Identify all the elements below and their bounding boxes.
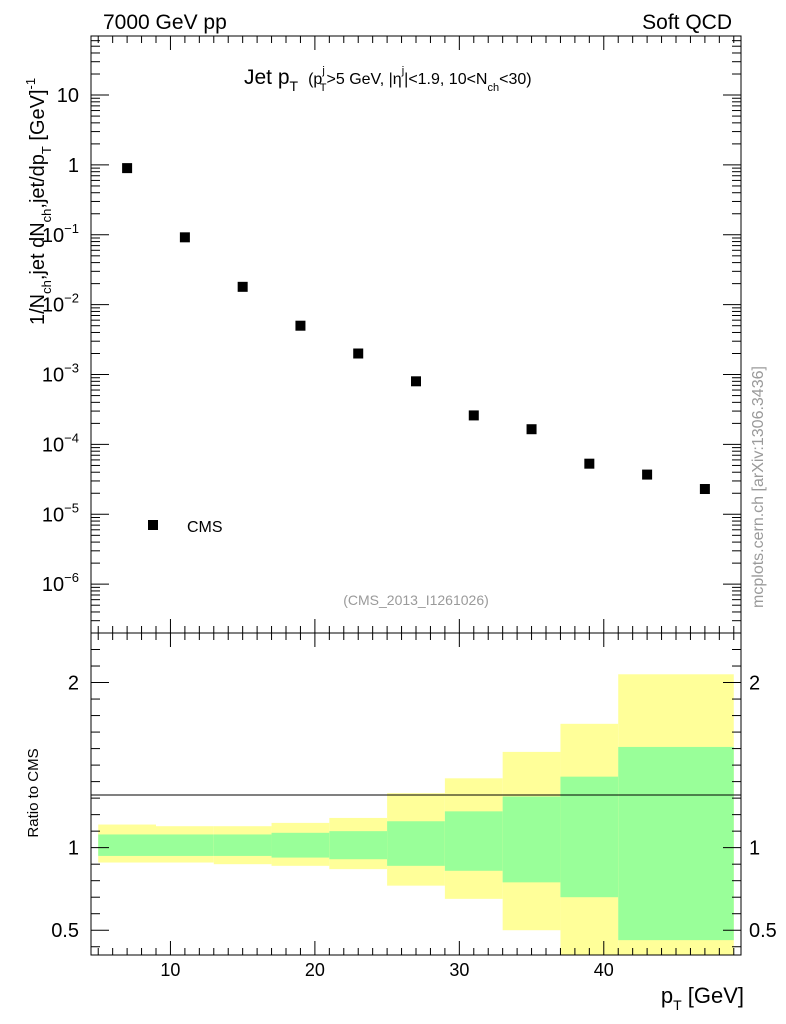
main-plot-frame (90, 35, 742, 634)
x-tick-label: 40 (594, 960, 614, 980)
inner-band-bin-8 (560, 776, 619, 898)
ratio-y-tick-label-right: 1 (749, 838, 760, 860)
process-label: Soft QCD (642, 11, 732, 34)
data-point (526, 424, 537, 435)
ratio-y-tick-label-right: 0.5 (749, 920, 777, 942)
data-point (295, 320, 306, 331)
legend-label: CMS (187, 519, 223, 536)
inner-band-bin-2 (213, 834, 272, 856)
legend-marker (148, 520, 158, 530)
inner-band-bin-3 (271, 832, 330, 858)
y-tick-label: 10−4 (42, 430, 79, 456)
ratio-y-tick-label-right: 2 (749, 673, 760, 695)
y-tick-label: 10 (57, 85, 79, 107)
data-point (237, 281, 248, 292)
beam-energy-label: 7000 GeV pp (103, 11, 227, 34)
data-point (468, 410, 479, 421)
y-tick-label: 10−1 (42, 221, 79, 247)
ratio-y-tick-label: 1 (68, 838, 79, 860)
ratio-bands (98, 674, 734, 955)
x-axis-label: pT [GeV] (661, 983, 744, 1013)
x-tick-label: 10 (160, 960, 180, 980)
x-tick-labels: 10 20 30 40 (160, 960, 613, 980)
ratio-y-tick-label: 2 (68, 673, 79, 695)
analysis-id-label: (CMS_2013_I1261026) (343, 592, 489, 608)
y-tick-label: 1 (68, 155, 79, 177)
main-y-tick-labels: 10 1 10−1 10−2 10−3 10−4 10−5 10−6 (42, 85, 79, 596)
inner-band-bin-1 (156, 834, 214, 856)
data-point (179, 232, 190, 243)
y-tick-label: 10−5 (42, 500, 79, 526)
y-tick-label: 10−2 (42, 291, 79, 317)
inner-band-bin-9 (618, 746, 734, 941)
y-tick-label: 10−3 (42, 361, 79, 387)
data-point (122, 163, 133, 174)
inner-band-bin-7 (502, 796, 561, 883)
plot-title: Jet pT (pj T>5 GeV, |ηj|<1.9, 10<Nch<30) (244, 65, 532, 94)
inner-band-bin-0 (98, 834, 156, 856)
ratio-y-tick-labels: 0.5 0.5 1 1 2 2 (51, 673, 777, 943)
x-tick-label: 30 (449, 960, 469, 980)
ratio-y-tick-label: 0.5 (51, 920, 79, 942)
data-point (699, 484, 710, 495)
ratio-plot-panel: 0.5 0.5 1 1 2 2 10 20 30 40 Ratio to CMS pT [GeV… (25, 632, 777, 1013)
inner-band-bin-6 (444, 811, 503, 871)
ratio-axis-ticks (91, 633, 741, 955)
inner-band-bin-5 (387, 821, 445, 866)
cms-data-series (122, 163, 710, 495)
main-y-axis-label: 1/Nch,jet dNch,jet/dpT [GeV]-1 (23, 78, 54, 325)
data-point (584, 458, 595, 469)
data-point (353, 348, 364, 359)
ratio-y-axis-label: Ratio to CMS (25, 748, 42, 837)
y-tick-label: 10−6 (42, 570, 79, 596)
data-point (411, 376, 421, 387)
main-axis-ticks (91, 35, 741, 634)
source-label: mcplots.cern.ch [arXiv:1306.3436] (750, 366, 767, 608)
inner-band-bin-4 (329, 831, 388, 860)
ratio-plot-frame (90, 632, 742, 956)
main-plot-panel: 10 1 10−1 10−2 10−3 10−4 10−5 10−6 Jet pT (pj T>5… (23, 35, 742, 634)
data-point (642, 469, 653, 480)
x-tick-label: 20 (305, 960, 325, 980)
